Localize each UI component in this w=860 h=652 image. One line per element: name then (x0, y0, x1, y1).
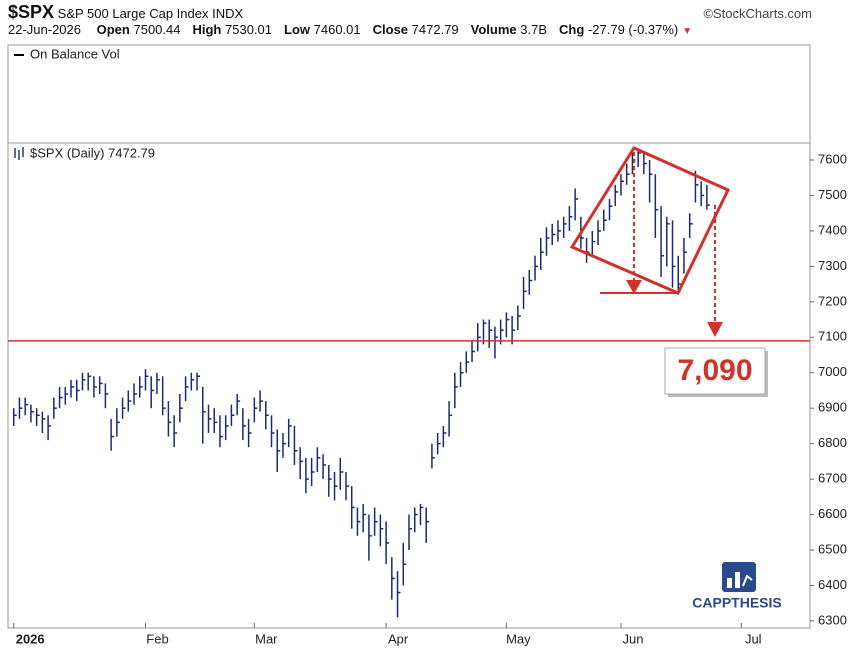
x-tick-label: May (506, 631, 531, 646)
x-tick-label: Jun (622, 631, 643, 646)
field-value: 7460.01 (313, 22, 361, 37)
y-tick-label: 7300 (818, 258, 847, 273)
y-tick-label: 7000 (818, 364, 847, 379)
field-label: Low (284, 22, 310, 37)
y-tick-label: 6400 (818, 577, 847, 592)
label-box (664, 347, 766, 395)
quote-line: 22-Jun-2026 Open 7500.44 High 7530.01 Low … (8, 22, 812, 40)
field-label: Chg (559, 22, 585, 37)
y-tick-label: 6600 (818, 506, 847, 521)
field-value: 7472.79 (411, 22, 459, 37)
logo-icon (722, 562, 756, 592)
date: 22-Jun-2026 (8, 22, 81, 37)
down-indicator: ▼ (682, 26, 693, 37)
index-name: S&P 500 Large Cap Index INDX (57, 6, 244, 21)
symbol: $SPX (8, 2, 55, 22)
logo-text: CAPPTHESIS (692, 595, 781, 611)
x-tick-label: Apr (388, 631, 409, 646)
field-value: 3.7B (520, 22, 548, 37)
target-label: 7,090 (677, 354, 752, 387)
arrow-head (707, 322, 723, 337)
source: ©StockCharts.com (703, 6, 812, 21)
field-value: 7500.44 (133, 22, 181, 37)
field-value: 7530.01 (225, 22, 272, 37)
x-tick-label: Jul (745, 631, 762, 646)
field-label: High (192, 22, 222, 37)
header: $SPX S&P 500 Large Cap Index INDX ©Stock… (8, 2, 812, 40)
diamond-pattern (569, 146, 731, 324)
y-tick-label: 7400 (818, 222, 847, 237)
x-tick-label: Mar (255, 631, 278, 646)
price-panel (7, 142, 811, 629)
x-tick-label: Feb (146, 631, 168, 646)
field-value: -27.79 (-0.37%) (587, 22, 679, 37)
field-label: Volume (470, 22, 517, 37)
y-tick-label: 7600 (818, 151, 847, 166)
arrow-head (626, 280, 642, 294)
title-line: $SPX S&P 500 Large Cap Index INDX ©Stock… (8, 2, 812, 22)
field-label: Close (372, 22, 409, 37)
y-tick-label: 7500 (818, 187, 847, 202)
price-bars (12, 149, 710, 618)
indicator-panel (7, 44, 811, 144)
indicator-label: On Balance Vol (30, 46, 120, 61)
y-tick-label: 7200 (818, 293, 847, 308)
field-label: Open (96, 22, 130, 37)
y-tick-label: 6300 (818, 612, 847, 627)
y-tick-label: 7100 (818, 329, 847, 344)
y-tick-label: 6700 (818, 471, 847, 486)
y-tick-label: 6900 (818, 400, 847, 415)
series-label: $SPX (Daily) 7472.79 (30, 145, 155, 160)
series-legend-icon (14, 147, 24, 160)
x-tick-label: 2026 (16, 631, 45, 646)
y-tick-label: 6800 (818, 435, 847, 450)
y-tick-label: 6500 (818, 541, 847, 556)
